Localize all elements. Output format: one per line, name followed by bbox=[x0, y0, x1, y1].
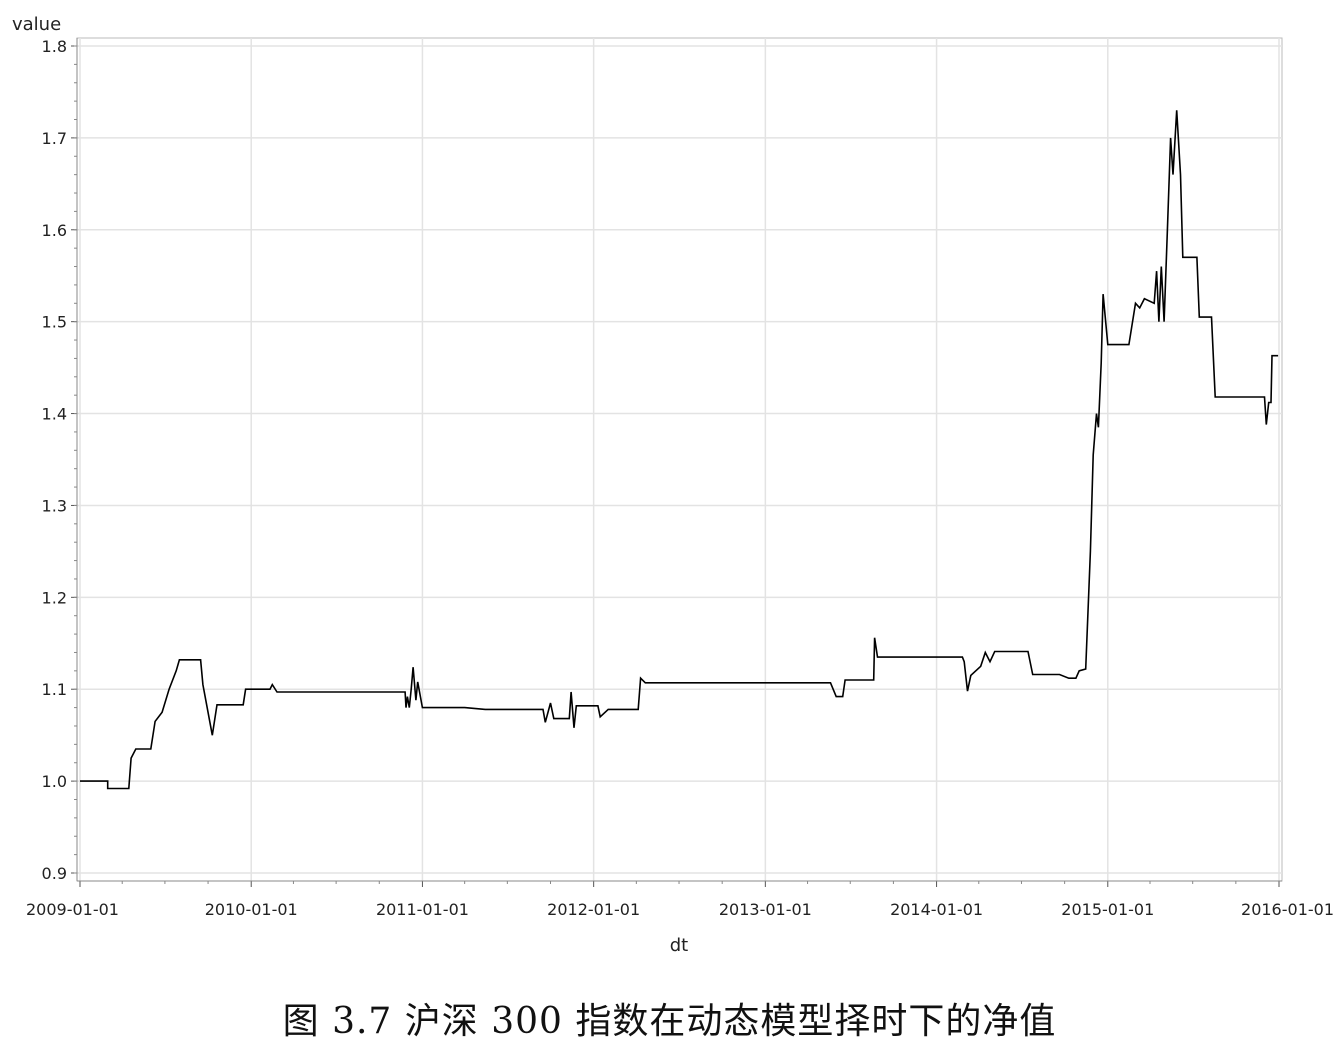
x-tick-label: 2010-01-01 bbox=[205, 900, 298, 919]
x-tick-label: 2015-01-01 bbox=[1061, 900, 1154, 919]
axes bbox=[71, 38, 1282, 887]
y-tick-label: 1.8 bbox=[42, 37, 67, 56]
chart: 0.9 1.0 1.1 1.2 1.3 1.4 1.5 1.6 1.7 1.8 2009-01-01… bbox=[12, 14, 1334, 956]
y-axis-label: value bbox=[12, 14, 61, 35]
y-tick-label: 1.0 bbox=[42, 772, 67, 791]
x-tick-label: 2009-01-01 bbox=[26, 900, 119, 919]
grid bbox=[77, 38, 1282, 881]
x-tick-label: 2011-01-01 bbox=[376, 900, 469, 919]
y-tick-label: 1.3 bbox=[42, 496, 67, 515]
series-layer bbox=[80, 110, 1279, 790]
y-tick-label: 1.7 bbox=[42, 129, 67, 148]
series-line bbox=[80, 110, 1279, 790]
y-tick-label: 1.2 bbox=[42, 588, 67, 607]
figure-caption: 图 3.7 沪深 300 指数在动态模型择时下的净值 bbox=[282, 1001, 1057, 1042]
tick-labels: 0.9 1.0 1.1 1.2 1.3 1.4 1.5 1.6 1.7 1.8 2009-01-01… bbox=[26, 37, 1334, 919]
plot-background bbox=[76, 37, 1283, 882]
x-tick-label: 2016-01-01 bbox=[1241, 900, 1334, 919]
x-tick-label: 2012-01-01 bbox=[547, 900, 640, 919]
y-tick-label: 1.5 bbox=[42, 313, 67, 332]
x-tick-label: 2014-01-01 bbox=[890, 900, 983, 919]
y-tick-label: 1.6 bbox=[42, 221, 67, 240]
y-tick-label: 1.1 bbox=[42, 680, 67, 699]
y-tick-label: 1.4 bbox=[42, 405, 67, 424]
x-tick-label: 2013-01-01 bbox=[719, 900, 812, 919]
y-tick-label: 0.9 bbox=[42, 864, 67, 883]
x-axis-label: dt bbox=[670, 935, 688, 956]
